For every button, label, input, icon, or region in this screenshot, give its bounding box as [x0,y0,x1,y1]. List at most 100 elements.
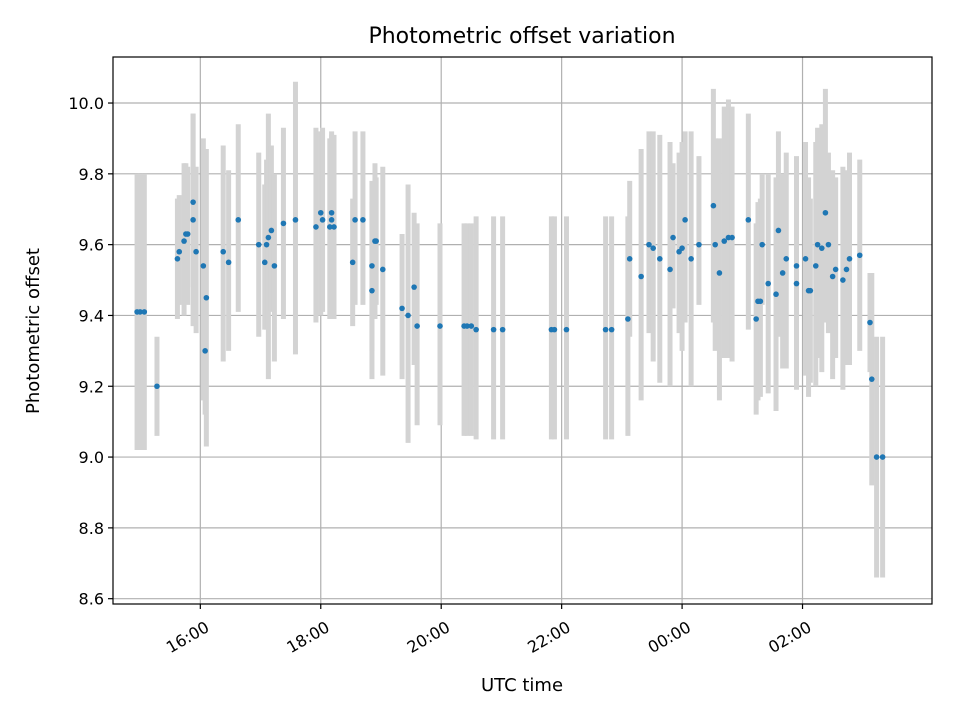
data-point [265,234,272,241]
data-point [773,291,779,298]
data-point [319,217,326,223]
data-point [765,280,771,287]
data-point [667,266,673,273]
data-point [818,245,825,251]
data-point [551,326,558,333]
data-point [271,263,278,269]
data-point [679,245,685,251]
data-point [712,241,719,248]
data-point [261,259,268,266]
data-point [225,259,232,266]
data-point [255,241,262,248]
data-point [867,319,873,326]
y-axis-label: Photometric offset [23,248,44,414]
y-tick-label: 9.0 [79,448,104,467]
data-point [414,323,420,329]
error-bars [134,81,886,578]
y-tick-label: 9.6 [79,236,104,255]
data-point [184,231,191,237]
data-point [360,217,366,223]
data-point [657,256,663,262]
data-point [710,202,717,209]
data-point [399,305,405,312]
data-point [868,376,875,382]
data-point [292,217,299,223]
data-point [745,217,752,223]
data-point [729,234,735,241]
data-point [464,323,470,329]
data-point [856,252,863,259]
data-point [190,199,196,205]
data-point [373,238,379,244]
data-point [829,273,836,280]
data-point [200,263,207,269]
data-point [757,298,764,305]
data-point [832,266,839,273]
data-point [181,238,187,244]
data-point [468,323,475,329]
y-tick-label: 9.8 [79,165,104,184]
data-point [499,326,506,333]
data-point [137,309,143,315]
data-point [563,326,570,333]
x-tick-label: 22:00 [524,617,573,657]
data-point [154,383,160,390]
data-point [802,256,809,262]
data-point [490,326,497,333]
data-point [840,277,846,283]
data-point [879,454,886,460]
data-point [873,454,880,460]
data-point [280,220,287,227]
data-point [235,217,242,223]
data-point [688,256,694,262]
data-point [369,263,375,269]
data-point [203,294,210,301]
data-point [783,256,790,262]
data-point [650,245,656,251]
plot-frame [112,56,933,605]
data-point [670,234,676,241]
y-tick-label: 10.0 [68,94,104,113]
y-tick-label: 9.2 [79,377,104,396]
x-tick-label: 02:00 [765,617,814,657]
data-point [626,256,633,262]
x-axis-label: UTC time [481,675,563,696]
data-point [807,287,814,294]
data-point [602,326,609,333]
data-point [846,256,853,262]
data-point [625,316,631,322]
data-point [328,217,335,223]
data-point [716,270,723,276]
x-tick-label: 18:00 [283,617,332,657]
data-point [220,248,227,255]
y-axis-ticks: 8.6 8.8 9.0 9.2 9.4 9.6 9.8 10.0 [68,94,113,609]
x-axis-ticks: 16:00 18:00 20:00 22:00 00:00 02:00 [163,604,815,657]
data-point [814,241,821,248]
data-point [721,238,728,244]
data-point [843,266,850,273]
data-point [411,284,417,290]
data-point [190,217,196,223]
data-point [812,263,819,269]
chart-title: Photometric offset variation [368,24,675,49]
data-point [646,241,652,248]
data-point [174,256,181,262]
data-point [682,217,688,223]
data-point [369,287,375,294]
data-point [825,241,832,248]
data-point [779,270,786,276]
y-tick-label: 8.8 [79,519,104,538]
x-tick-label: 00:00 [645,617,694,657]
data-point [268,227,275,234]
data-point [326,224,333,230]
data-points [134,199,886,460]
data-point [473,326,479,333]
data-point [352,217,358,223]
data-point [331,224,337,230]
data-point [608,326,615,333]
data-point [379,266,386,273]
data-point [176,248,183,255]
data-point [202,348,208,354]
data-point [793,280,800,287]
